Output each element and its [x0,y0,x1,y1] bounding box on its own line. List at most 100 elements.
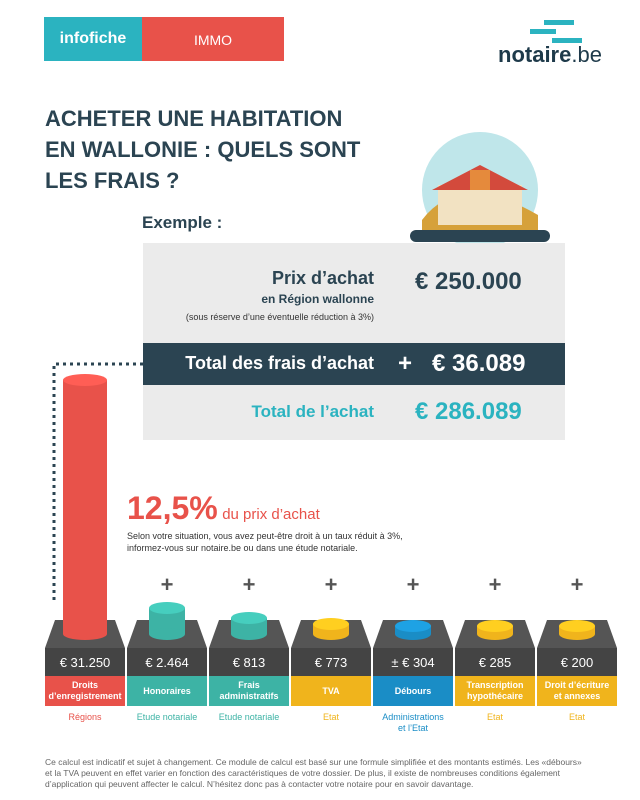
fees-value: € 36.089 [432,350,526,377]
highlight: 12,5% du prix d’achat [127,490,320,527]
logo-icon [530,20,582,43]
source: Etat [291,712,371,723]
example-heading: Exemple : [142,213,223,232]
price-region: en Région wallonne [261,292,374,306]
title-line: LES FRAIS ? [45,168,180,193]
amount-box [45,648,125,676]
footer-line: et la TVA peuvent en effet varier en fon… [45,768,561,778]
cylinder [63,380,107,634]
amount: € 31.250 [59,655,111,670]
label-line: administratifs [219,691,279,701]
fees-band [143,343,565,385]
source-line: Administrations [382,712,444,722]
cylinder [559,620,595,632]
label-box: TVA [291,676,371,706]
cylinder [231,628,267,640]
source-line: Etat [486,712,503,722]
amount-box [127,648,207,676]
logo-suffix: .be [571,42,602,67]
source: Administrations et l’Etat [373,712,453,734]
label-line: Débours [394,685,432,696]
source: Etude notariale [209,712,289,723]
cylinder [395,620,431,632]
total-value: € 286.089 [415,398,522,425]
amount: € 285 [478,655,512,670]
source-line: Régions [68,712,102,722]
source-line: Etude notariale [218,712,280,722]
label-box: Frais administratifs [209,676,289,706]
amount-box [373,648,453,676]
plus-sign: + [570,572,584,597]
logo: notaire.be [498,42,602,68]
price-label: Prix d’achat [271,268,374,288]
cylinder [149,628,185,640]
note-line: informez-vous sur notaire.be ou dans une… [127,543,358,553]
highlight-text: du prix d’achat [222,506,320,523]
label-box: Transcription hypothécaire [455,676,535,706]
cylinder [63,628,107,640]
label-box: Honoraires [127,676,207,706]
label-box: Droit d’écriture et annexes [537,676,617,706]
source: Etat [455,712,535,723]
house-illustration [410,132,550,248]
label-line: Transcription [466,680,524,690]
cylinder [149,602,185,614]
source-line: Etude notariale [136,712,198,722]
plus-sign: + [242,572,256,597]
plus-sign: + [488,572,502,597]
footer-line: d’application qui peuvent affecter le ca… [45,779,474,789]
label-line: hypothécaire [466,691,524,701]
source-line: Etat [568,712,585,722]
amount-box [455,648,535,676]
price-value: € 250.000 [415,268,522,295]
plus-sign: + [324,572,338,597]
title-line: ACHETER UNE HABITATION [45,106,343,131]
source: Régions [45,712,125,723]
label-box: Droits d’enregistrement [45,676,125,706]
source-line: Etat [322,712,339,722]
example-box [143,243,565,440]
label-line: Droit d’écriture [544,680,610,690]
amount-box [209,648,289,676]
note-line: Selon votre situation, vous avez peut-êt… [127,531,403,541]
label-line: d’enregistrement [48,691,122,701]
fees-label: Total des frais d’achat [185,353,374,373]
label-line: et annexes [553,691,601,701]
category: IMMO [193,32,233,48]
total-label: Total de l’achat [251,402,375,421]
cylinder [231,612,267,624]
fees-plus: + [398,350,413,377]
logo-main: notaire [498,42,572,67]
amount: ± € 304 [391,655,435,670]
title: ACHETER UNE HABITATION EN WALLONIE : QUE… [45,103,360,196]
tag: infofiche [59,30,127,47]
amount-box [537,648,617,676]
amount: € 200 [560,655,594,670]
cylinder [313,628,349,640]
title-line: EN WALLONIE : QUELS SONT [45,137,361,162]
label-line: Frais [238,680,260,690]
highlight-percent: 12,5% [127,490,218,526]
price-note: (sous réserve d’une éventuelle réduction… [185,312,374,322]
amount-box [291,648,371,676]
cylinder [63,374,107,386]
label-line: TVA [322,685,340,696]
footer-line: Ce calcul est indicatif et sujet à chang… [45,757,582,767]
label-line: Honoraires [143,685,191,696]
source: Etude notariale [127,712,207,723]
label-line: Droits [71,680,98,690]
label-box: Débours [373,676,453,706]
amount: € 773 [314,655,348,670]
cylinder [313,618,349,630]
highlight-note: Selon votre situation, vous avez peut-êt… [127,530,403,554]
source-line: et l’Etat [397,723,428,733]
category-box [142,17,284,61]
tag-box [44,17,142,61]
amount: € 2.464 [145,655,189,670]
plus-sign: + [406,572,420,597]
cylinder [477,620,513,632]
plus-sign: + [160,572,174,597]
